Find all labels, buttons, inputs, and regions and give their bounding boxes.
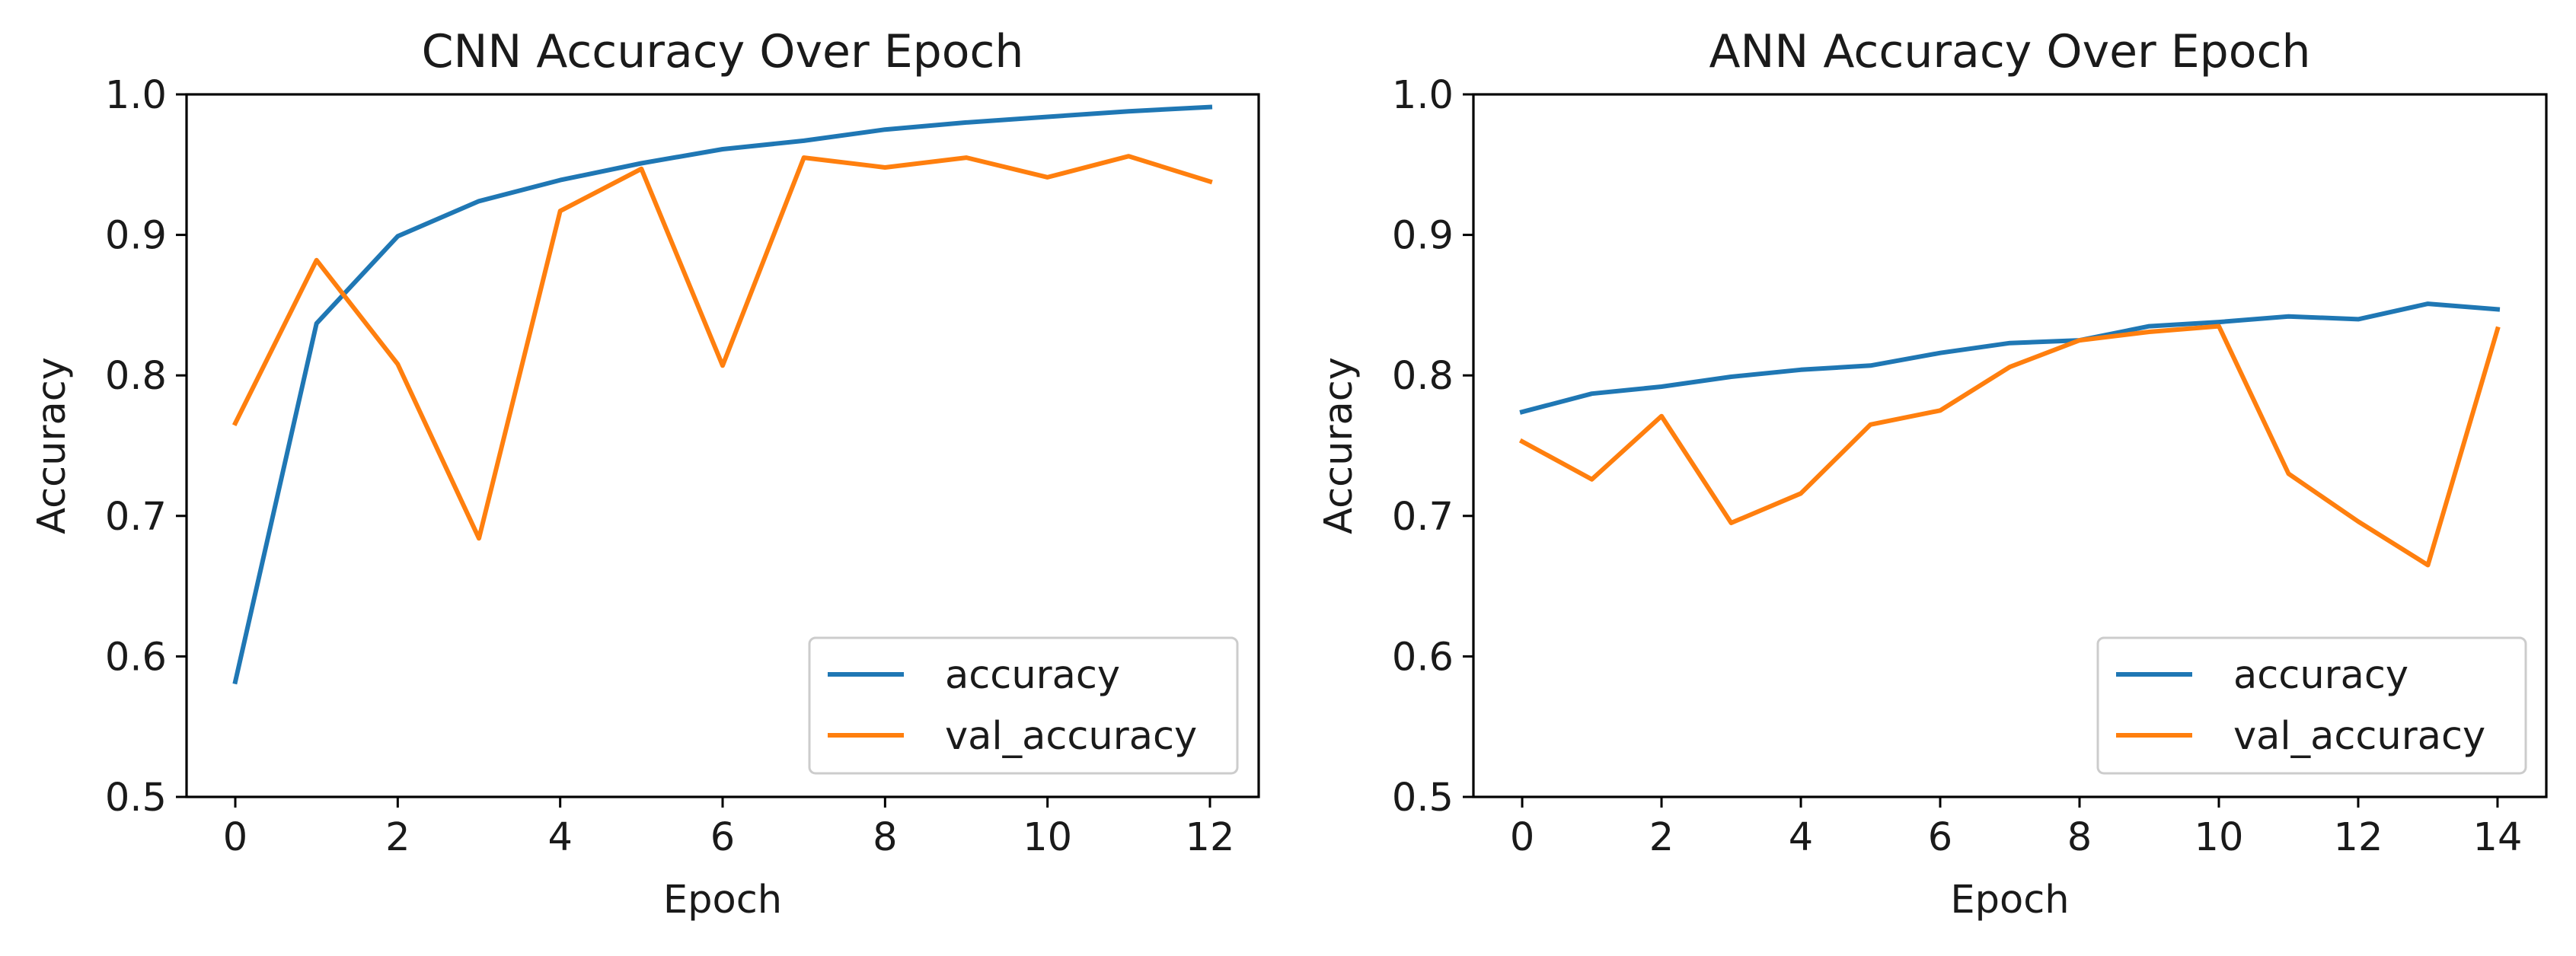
x-tick-label: 6 [1928, 815, 1952, 860]
x-tick-label: 2 [385, 815, 410, 860]
plot-frame [1472, 93, 2548, 798]
x-axis-label: Epoch [663, 878, 782, 923]
x-tick-label: 12 [1186, 815, 1235, 860]
chart-title: ANN Accuracy Over Epoch [1709, 25, 2311, 78]
x-tick-label: 10 [1023, 815, 1072, 860]
legend-box [2096, 636, 2527, 775]
y-tick-label: 1.0 [1392, 73, 1454, 118]
x-tick-label: 0 [1510, 815, 1534, 860]
series-line-accuracy [232, 104, 1213, 685]
x-tick-label: 12 [2334, 815, 2383, 860]
x-tick-label: 14 [2473, 815, 2523, 860]
x-tick-label: 10 [2195, 815, 2244, 860]
x-tick-label: 2 [1649, 815, 1674, 860]
series-line-val_accuracy [1518, 323, 2501, 568]
cnn-accuracy-chart: 0 2 4 6 8 10 12 0.5 0.6 0.7 0.8 0.9 1.0 CNN Accuracy … [30, 25, 1260, 923]
x-tick-label: 4 [1789, 815, 1813, 860]
legend-label-val_accuracy: val_accuracy [2233, 714, 2485, 759]
y-axis-label: Accuracy [1317, 357, 1361, 534]
legend-label-val_accuracy: val_accuracy [945, 714, 1197, 759]
series-line-accuracy [1519, 301, 2501, 415]
legend: accuracy val_accuracy [808, 636, 1239, 775]
y-tick-label: 0.8 [1392, 354, 1454, 399]
y-tick-label: 0.9 [1392, 214, 1454, 259]
x-tick-label: 8 [873, 815, 897, 860]
legend: accuracy val_accuracy [2096, 636, 2527, 775]
y-tick-label: 0.5 [1392, 776, 1454, 821]
x-tick-label: 4 [547, 815, 572, 860]
legend-box [808, 636, 1239, 775]
x-tick-label: 0 [223, 815, 247, 860]
y-tick-label: 0.8 [105, 354, 167, 399]
series-line-val_accuracy [231, 154, 1213, 541]
y-tick-label: 0.5 [105, 776, 167, 821]
legend-label-accuracy: accuracy [945, 653, 1120, 698]
ann-accuracy-chart: 0 2 4 6 8 10 12 14 0.5 0.6 0.7 0.8 0.9 1.0 ANN Accurac… [1317, 25, 2548, 923]
x-axis-label: Epoch [1950, 878, 2069, 923]
y-tick-label: 0.6 [105, 635, 167, 680]
chart-title: CNN Accuracy Over Epoch [422, 25, 1024, 78]
y-axis-label: Accuracy [30, 357, 75, 534]
y-tick-label: 0.6 [1392, 635, 1454, 680]
x-tick-label: 8 [2067, 815, 2092, 860]
y-tick-label: 1.0 [105, 73, 167, 118]
legend-label-accuracy: accuracy [2233, 653, 2408, 698]
y-tick-label: 0.7 [1392, 495, 1454, 540]
x-tick-label: 6 [710, 815, 735, 860]
y-tick-label: 0.7 [105, 495, 167, 540]
y-tick-label: 0.9 [105, 214, 167, 259]
